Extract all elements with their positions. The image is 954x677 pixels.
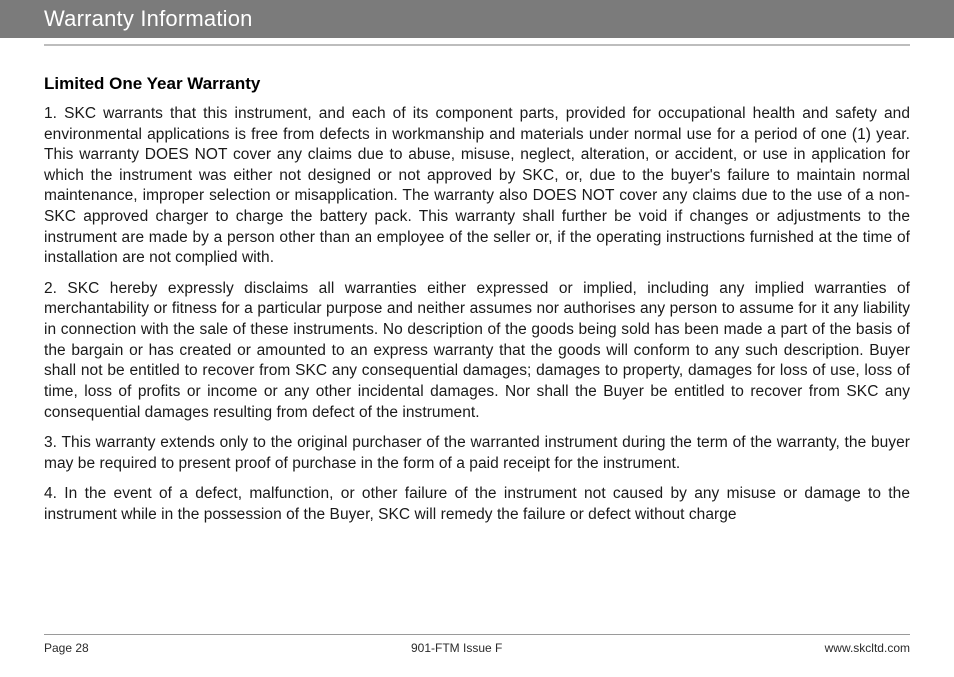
page-title: Warranty Information <box>44 6 253 31</box>
page: Warranty Information Limited One Year Wa… <box>0 0 954 677</box>
page-header: Warranty Information <box>0 0 954 38</box>
footer-page-number: Page 28 <box>44 641 89 655</box>
paragraph-4: 4. In the event of a defect, malfunction… <box>44 484 910 525</box>
paragraph-2: 2. SKC hereby expressly disclaims all wa… <box>44 279 910 423</box>
footer-divider <box>44 634 910 635</box>
paragraph-3: 3. This warranty extends only to the ori… <box>44 433 910 474</box>
footer-doc-id: 901-FTM Issue F <box>411 641 502 655</box>
section-heading: Limited One Year Warranty <box>44 74 910 94</box>
content-area: Limited One Year Warranty 1. SKC warrant… <box>0 46 954 526</box>
page-footer: Page 28 901-FTM Issue F www.skcltd.com <box>44 634 910 655</box>
paragraph-1: 1. SKC warrants that this instrument, an… <box>44 104 910 269</box>
footer-url: www.skcltd.com <box>825 641 910 655</box>
footer-row: Page 28 901-FTM Issue F www.skcltd.com <box>44 641 910 655</box>
